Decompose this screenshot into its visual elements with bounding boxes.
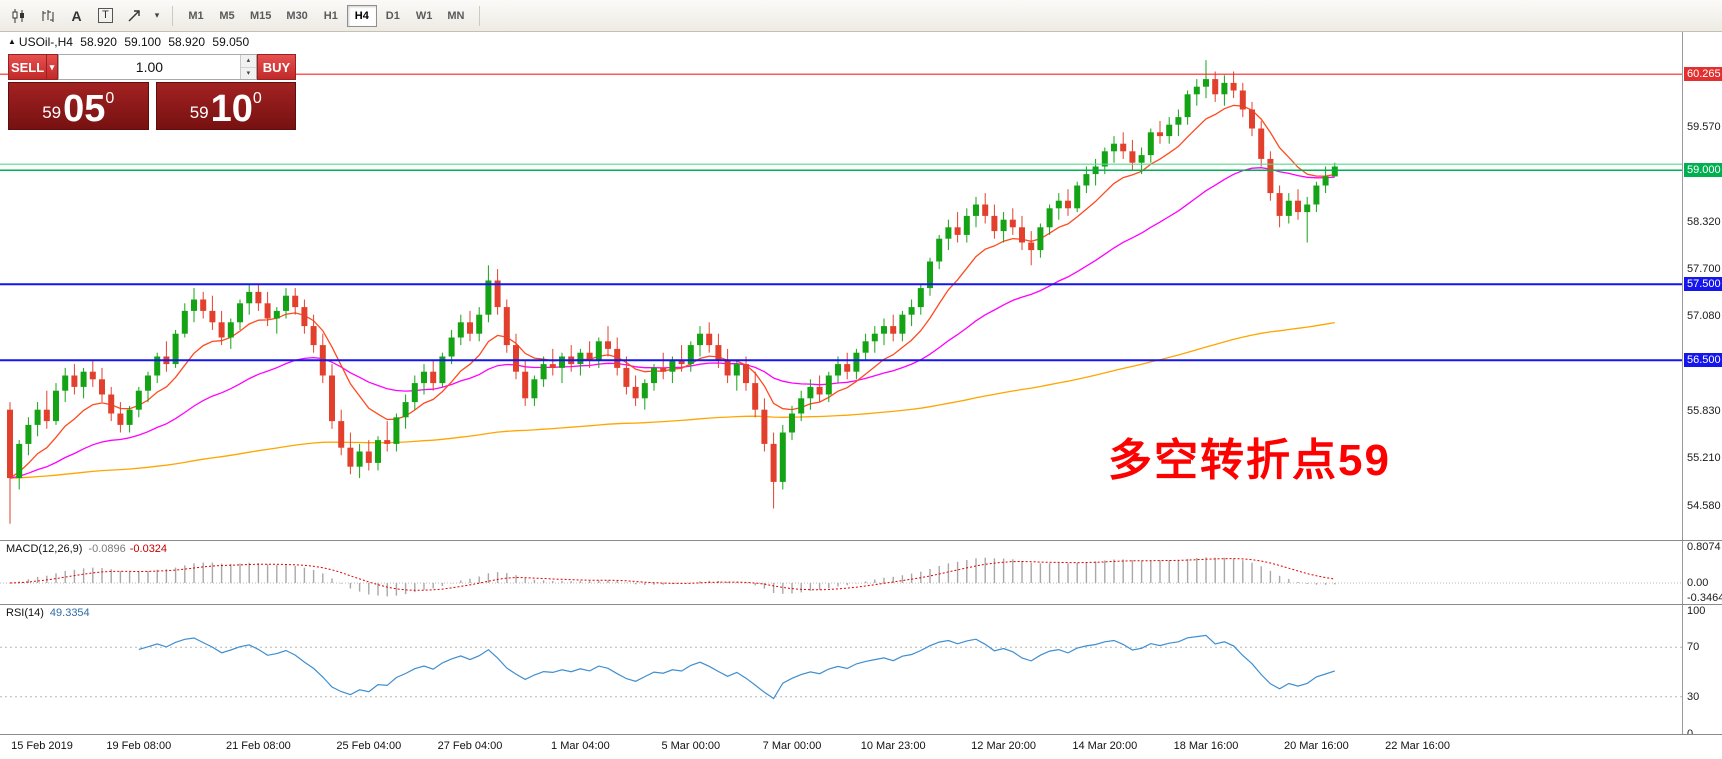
volume-steppers: ▴ ▾ [239,55,256,79]
timeframe-button-mn[interactable]: MN [440,5,471,27]
macd-plot [0,557,1682,597]
time-axis-label: 15 Feb 2019 [11,740,73,752]
time-axis-label: 22 Mar 16:00 [1385,740,1450,752]
bar-chart-icon[interactable] [34,4,61,28]
timeframe-button-m5[interactable]: M5 [212,5,242,27]
toolbar: A T ▾ M1 M5 M15 M30 H1 H4 D1 W1 MN [0,0,1722,32]
bid-pips: 05 [63,87,106,130]
rsi-axis-tick: 30 [1687,690,1700,703]
time-axis-label: 12 Mar 20:00 [971,740,1036,752]
time-axis-label: 5 Mar 00:00 [661,740,721,752]
timeframe-button-m30[interactable]: M30 [279,5,314,27]
ask-price-display[interactable]: 59 10 0 [155,82,296,130]
axis-separator [1682,605,1683,734]
rsi-header: RSI(14) 49.3354 [6,607,90,619]
font-icon[interactable]: A [63,4,90,28]
cursor-tools-icon[interactable] [121,4,148,28]
timeframe-button-d1[interactable]: D1 [378,5,408,27]
price-axis-tick: 58.320 [1687,216,1721,228]
axis-separator [1682,541,1683,604]
toolbar-separator [479,5,481,26]
time-axis-label: 20 Mar 16:00 [1283,740,1349,752]
timeframe-group: M1 M5 M15 M30 H1 H4 D1 W1 MN [181,4,471,27]
macd-title: MACD(12,26,9) [6,543,83,555]
time-axis-label: 10 Mar 23:00 [860,740,926,752]
quote-high: 59.100 [124,35,162,49]
price-axis-badge: 57.500 [1684,277,1722,292]
quote-low: 58.920 [168,35,206,49]
macd-axis-tick: -0.3464 [1687,592,1722,605]
bid-price-display[interactable]: 59 05 0 [8,82,149,130]
macd-axis-tick: 0.8074 [1687,541,1721,553]
candlestick-chart-icon[interactable] [5,4,32,28]
time-axis-label: 1 Mar 04:00 [551,740,610,752]
timeframe-button-m15[interactable]: M15 [243,5,278,27]
time-axis-label: 27 Feb 04:00 [437,740,503,752]
main-chart-panel[interactable]: ▲ USOil-,H4 58.920 59.100 58.920 59.050 S… [0,32,1722,540]
timeframe-button-w1[interactable]: W1 [409,5,440,27]
time-axis-label: 25 Feb 04:00 [336,740,402,752]
price-plot[interactable] [0,32,1682,540]
bid-point: 0 [105,90,115,107]
price-axis-tick: 54.580 [1687,500,1721,513]
macd-panel[interactable]: MACD(12,26,9) -0.0896 -0.0324 0.8074 0.00 -0… [0,540,1722,604]
toolbar-separator [172,5,173,26]
price-axis-badge: 59.000 [1684,163,1722,178]
ask-pips: 10 [210,87,253,130]
timeframe-button-m1[interactable]: M1 [181,5,211,27]
price-axis-tick: 57.080 [1687,310,1721,323]
time-axis-label: 21 Feb 08:00 [225,740,291,752]
macd-header: MACD(12,26,9) -0.0896 -0.0324 [6,543,167,555]
text-label-icon[interactable]: T [92,4,119,28]
order-options-dropdown[interactable]: ▾ [47,54,58,80]
symbol-name: USOil-,H4 [18,35,73,49]
sell-button[interactable]: SELL [8,54,48,80]
timeframe-button-h1[interactable]: H1 [316,5,346,27]
price-axis-tick: 55.830 [1687,405,1721,418]
rsi-axis-tick: 70 [1687,641,1700,654]
quote-open: 58.920 [80,35,117,49]
macd-signal-value: -0.0324 [129,543,168,555]
dropdown-arrow-icon[interactable]: ▾ [150,4,164,28]
rsi-axis-tick: 100 [1687,605,1706,617]
quote-close: 59.050 [212,35,250,49]
rsi-value: 49.3354 [49,607,90,619]
time-axis-label: 18 Mar 16:00 [1173,740,1239,752]
volume-box: ▴ ▾ [57,54,257,80]
price-axis-badge: 60.265 [1684,67,1722,82]
rsi-plot [0,634,1682,700]
chevron-down-icon: ▾ [49,61,55,72]
ask-big-figure: 59 [189,103,209,122]
time-axis-label: 14 Mar 20:00 [1072,740,1138,752]
macd-axis-tick: 0.00 [1687,577,1709,589]
buy-button[interactable]: BUY [256,54,297,80]
axis-separator [1682,32,1683,540]
time-axis[interactable]: 15 Feb 2019 19 Feb 08:00 21 Feb 08:00 25 Fe… [0,734,1722,759]
time-axis-label: 19 Feb 08:00 [106,740,172,752]
bid-big-figure: 59 [42,103,62,122]
price-axis-badge: 56.500 [1684,353,1722,368]
volume-input[interactable] [58,55,240,79]
quote-header: ▲ USOil-,H4 58.920 59.100 58.920 59.050 [8,35,253,49]
ask-point: 0 [252,90,262,107]
price-axis-tick: 59.570 [1687,121,1721,133]
price-axis-tick: 57.700 [1687,263,1721,276]
chart-annotation: 多空转折点59 [1108,436,1391,485]
symbol-marker-icon: ▲ [8,37,16,46]
macd-main-value: -0.0896 [88,543,126,555]
volume-increase-button[interactable]: ▴ [240,55,256,68]
time-axis-label: 7 Mar 00:00 [762,740,822,752]
price-axis-tick: 55.210 [1687,452,1721,465]
rsi-title: RSI(14) [6,607,44,619]
rsi-panel[interactable]: RSI(14)49.3354 10070300 [0,604,1722,740]
volume-decrease-button[interactable]: ▾ [240,67,256,79]
timeframe-button-h4[interactable]: H4 [346,4,377,27]
